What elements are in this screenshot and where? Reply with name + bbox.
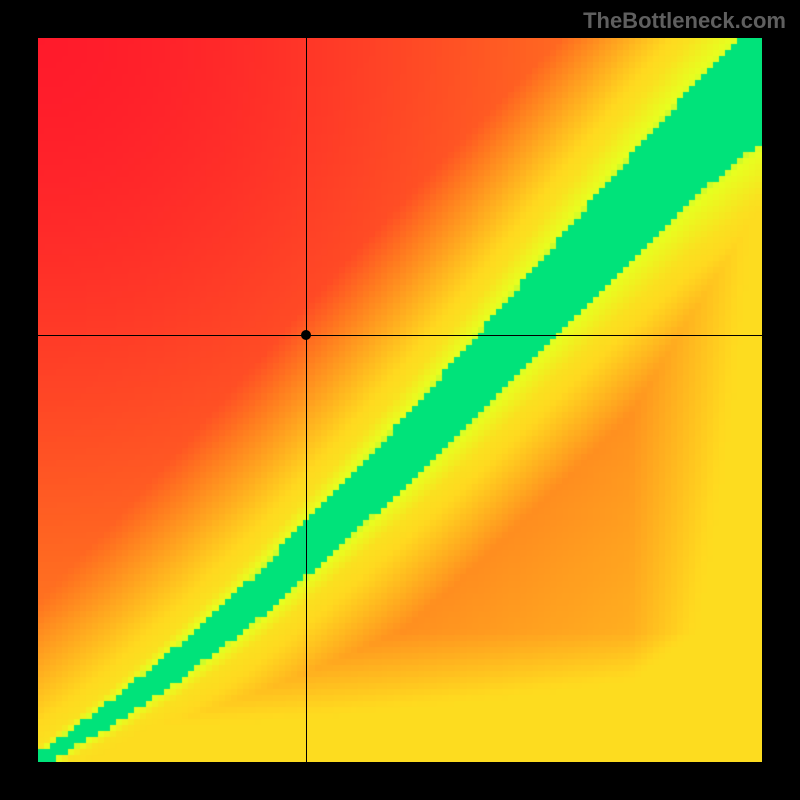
crosshair-horizontal bbox=[38, 335, 762, 336]
crosshair-vertical bbox=[306, 38, 307, 762]
watermark-text: TheBottleneck.com bbox=[583, 8, 786, 34]
heatmap-canvas bbox=[38, 38, 762, 762]
marker-dot bbox=[301, 330, 311, 340]
chart-container: TheBottleneck.com bbox=[0, 0, 800, 800]
